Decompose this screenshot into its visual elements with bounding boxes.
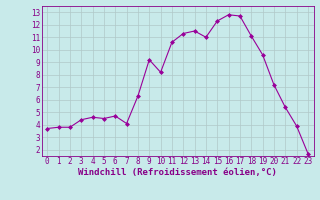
X-axis label: Windchill (Refroidissement éolien,°C): Windchill (Refroidissement éolien,°C): [78, 168, 277, 177]
